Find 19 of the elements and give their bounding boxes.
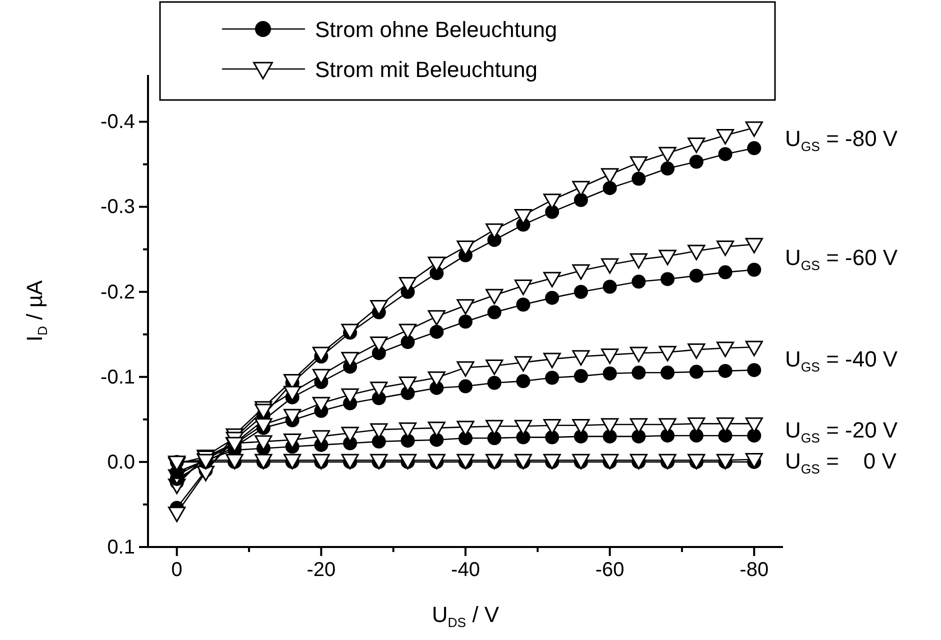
legend-label: Strom ohne Beleuchtung	[315, 17, 558, 42]
text: U$_{GS}$ = -20 V	[785, 418, 898, 446]
legend-label: Strom mit Beleuchtung	[315, 57, 538, 82]
y-tick-label: -0.4	[100, 111, 135, 134]
y-tick-label: -0.2	[100, 281, 135, 304]
x-axis-title: U$_{DS}$ / V	[432, 602, 500, 630]
x-tick-label: -20	[306, 559, 336, 581]
x-tick-label: 0	[171, 559, 182, 581]
x-tick-label: -40	[451, 559, 480, 581]
text: U$_{GS}$ = -80 V	[785, 126, 898, 154]
text: U$_{GS}$ = -60 V	[785, 244, 898, 273]
x-tick-label: -80	[740, 559, 769, 581]
text: U$_{GS}$ = 0 V	[785, 448, 897, 476]
text: U$_{GS}$ = -40 V	[785, 346, 898, 374]
y-tick-label: 0.0	[107, 451, 135, 474]
y-tick-label: -0.3	[100, 196, 135, 218]
text: 0.1	[107, 536, 135, 558]
x-tick-label: -60	[595, 559, 624, 581]
y-tick-label: -0.1	[100, 366, 135, 388]
